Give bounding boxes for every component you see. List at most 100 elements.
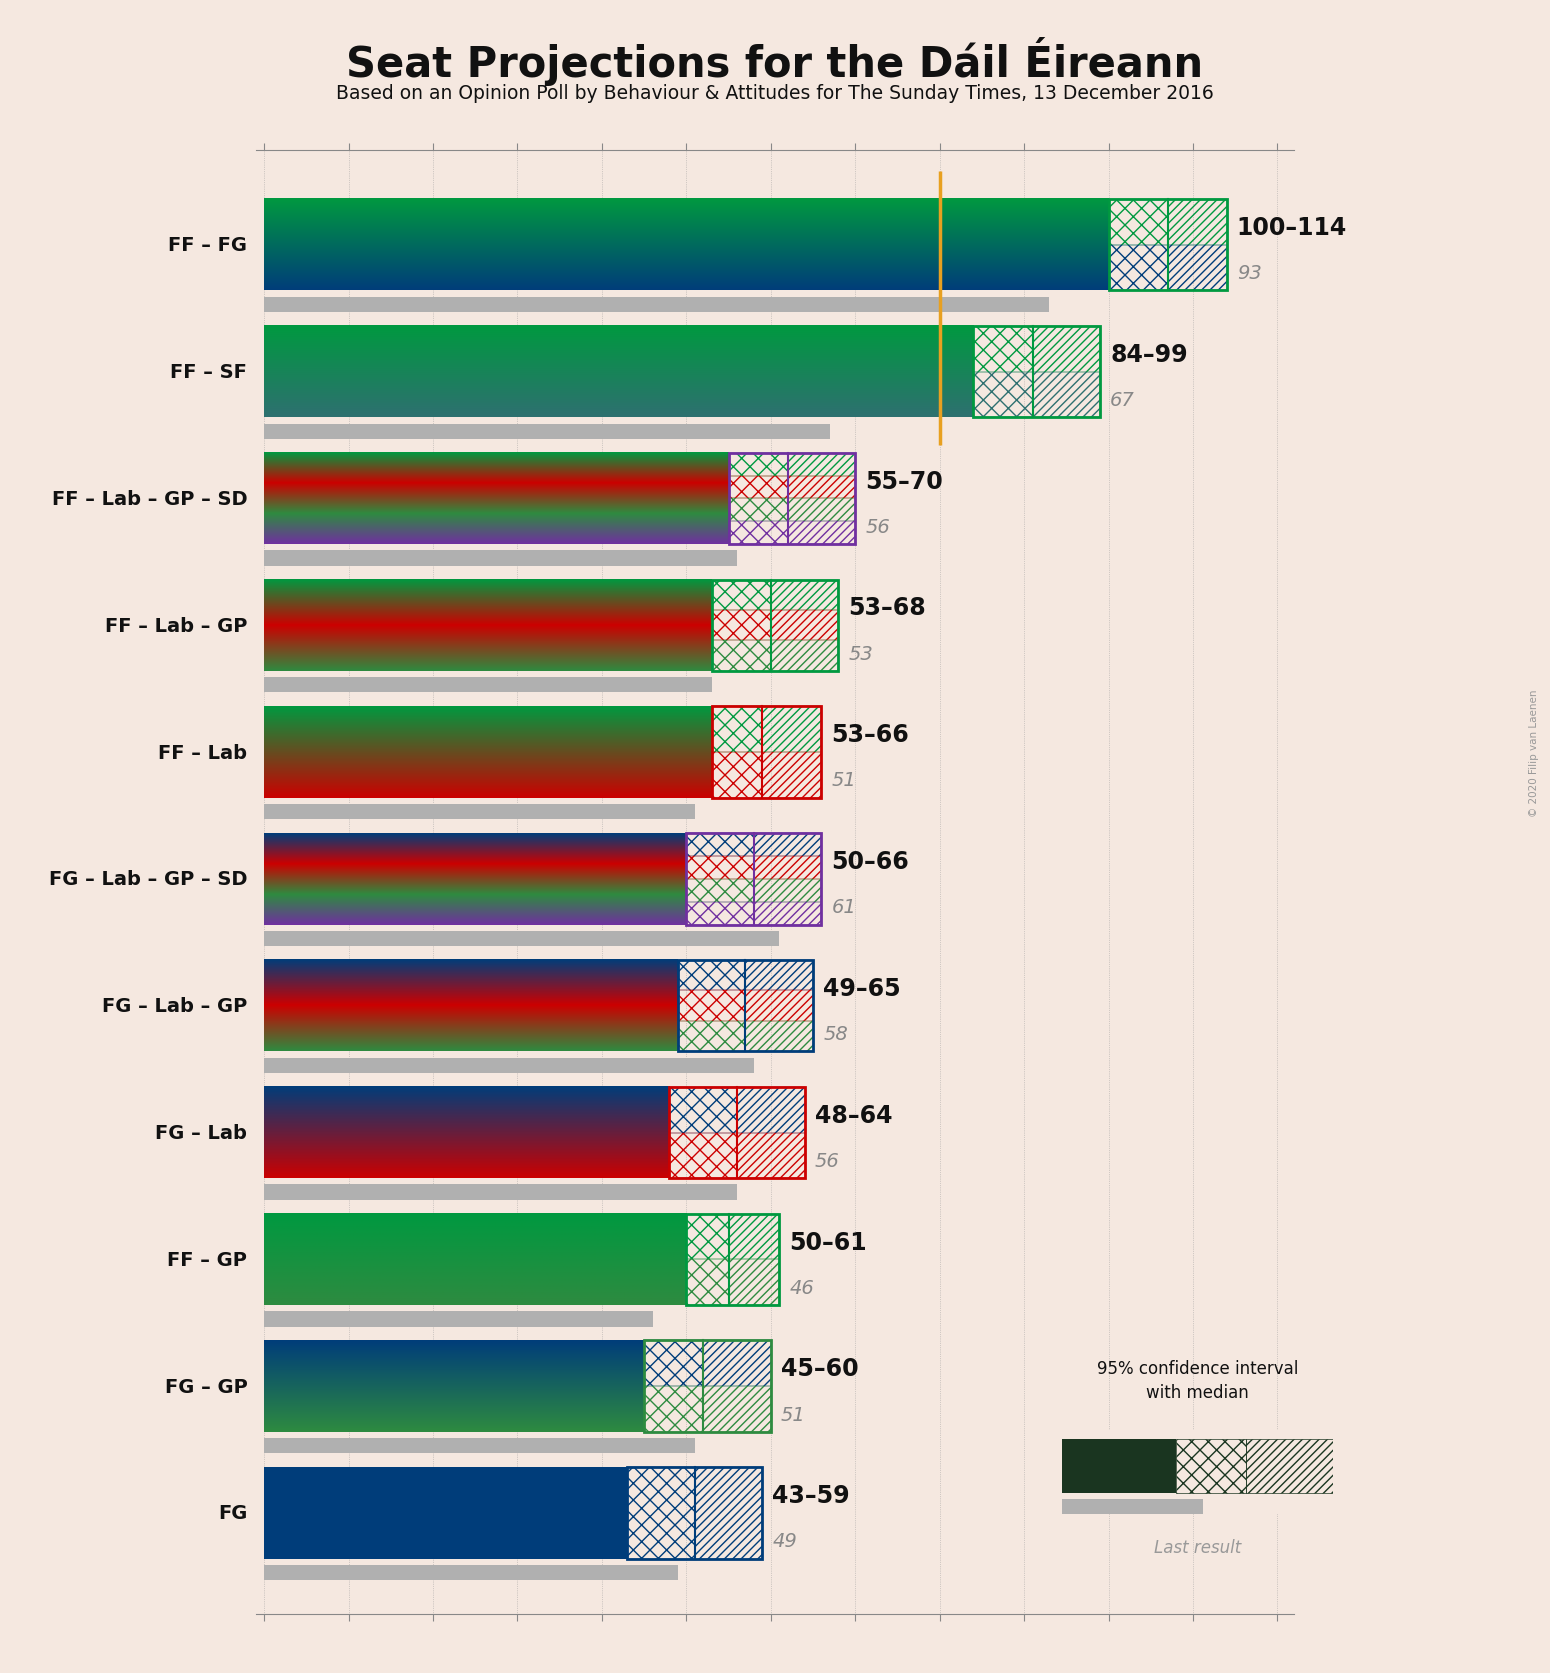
Bar (1108, 201, 1167, 246)
Bar (728, 477, 787, 499)
Bar (753, 902, 822, 925)
Bar (670, 1087, 804, 1178)
Bar (746, 1021, 814, 1052)
Bar (1032, 373, 1100, 418)
Text: © 2020 Filip van Laenen: © 2020 Filip van Laenen (1530, 689, 1539, 816)
Bar (687, 833, 753, 857)
Bar (687, 1260, 728, 1305)
Text: 43–59: 43–59 (772, 1484, 849, 1507)
Text: 50–66: 50–66 (831, 850, 910, 873)
Bar (728, 1260, 780, 1305)
Bar (645, 1387, 704, 1432)
Bar (736, 1133, 804, 1178)
Bar (264, 932, 780, 947)
Bar (670, 1133, 736, 1178)
Bar (787, 453, 856, 477)
Text: 49: 49 (772, 1531, 797, 1551)
Bar (264, 550, 736, 565)
Bar (770, 641, 839, 671)
Bar (628, 1467, 763, 1559)
Bar (711, 581, 839, 671)
Bar (704, 1387, 770, 1432)
Text: 93: 93 (1237, 264, 1262, 283)
Bar (711, 753, 763, 798)
Bar (1062, 1499, 1203, 1514)
Bar (753, 857, 822, 880)
Bar (687, 1215, 728, 1260)
Bar (728, 453, 856, 545)
Text: FG – GP: FG – GP (164, 1377, 248, 1395)
Text: FF – Lab: FF – Lab (158, 743, 248, 763)
Text: Based on an Opinion Poll by Behaviour & Attitudes for The Sunday Times, 13 Decem: Based on an Opinion Poll by Behaviour & … (336, 84, 1214, 104)
Bar (264, 678, 711, 693)
Text: 45–60: 45–60 (781, 1357, 859, 1380)
Bar (728, 453, 787, 477)
Bar (264, 1184, 736, 1200)
Text: FF – GP: FF – GP (167, 1250, 248, 1270)
Bar (264, 1312, 653, 1327)
Bar (687, 857, 753, 880)
Bar (711, 581, 770, 611)
Text: FF – Lab – GP: FF – Lab – GP (105, 616, 248, 636)
Bar (264, 298, 1049, 313)
Text: FF – SF: FF – SF (170, 363, 248, 381)
Bar (1167, 246, 1226, 291)
Bar (973, 326, 1100, 418)
Text: 46: 46 (789, 1278, 814, 1297)
Bar (670, 1087, 736, 1133)
Text: 55–70: 55–70 (865, 470, 942, 494)
Text: 95% confidence interval
with median: 95% confidence interval with median (1097, 1360, 1297, 1400)
Bar (770, 581, 839, 611)
Text: FF – Lab – GP – SD: FF – Lab – GP – SD (51, 490, 248, 509)
Bar (264, 1439, 694, 1454)
Text: 61: 61 (831, 898, 856, 917)
Bar (687, 833, 822, 925)
Bar (728, 1215, 780, 1260)
Bar (787, 477, 856, 499)
Bar (753, 880, 822, 902)
Text: FG – Lab: FG – Lab (155, 1123, 248, 1143)
Bar (1167, 201, 1226, 246)
Bar (746, 990, 814, 1021)
Bar (711, 708, 822, 798)
Bar (264, 425, 829, 440)
Bar (787, 522, 856, 545)
Bar (728, 522, 787, 545)
Bar (677, 960, 746, 990)
Text: 67: 67 (1110, 391, 1135, 410)
Text: 49–65: 49–65 (823, 977, 901, 1000)
Bar (1108, 246, 1167, 291)
Text: FG – Lab – GP – SD: FG – Lab – GP – SD (48, 870, 248, 888)
Bar (1176, 1439, 1246, 1492)
Text: 50–61: 50–61 (789, 1230, 866, 1253)
Text: 53–68: 53–68 (848, 596, 927, 621)
Bar (1246, 1439, 1333, 1492)
Bar (1062, 1439, 1176, 1492)
Bar (753, 833, 822, 857)
Bar (763, 753, 822, 798)
Bar (264, 1057, 753, 1074)
Text: Last result: Last result (1153, 1539, 1242, 1556)
Text: 100–114: 100–114 (1237, 216, 1347, 239)
Bar (677, 990, 746, 1021)
Bar (711, 708, 763, 753)
Text: FG – Lab – GP: FG – Lab – GP (102, 997, 248, 1016)
Text: 84–99: 84–99 (1110, 343, 1187, 366)
Text: 51: 51 (831, 771, 856, 790)
Text: FF – FG: FF – FG (169, 236, 248, 254)
Bar (770, 611, 839, 641)
Bar (645, 1340, 704, 1387)
Text: 58: 58 (823, 1024, 848, 1044)
Bar (628, 1467, 694, 1559)
Bar (264, 1564, 677, 1581)
Bar (264, 1467, 628, 1559)
Text: 56: 56 (815, 1151, 840, 1169)
Bar (694, 1467, 763, 1559)
Text: 48–64: 48–64 (815, 1103, 893, 1128)
Bar (711, 611, 770, 641)
Bar (687, 902, 753, 925)
Bar (677, 960, 814, 1052)
Bar (677, 1021, 746, 1052)
Bar (728, 499, 787, 522)
Text: 56: 56 (865, 517, 890, 537)
